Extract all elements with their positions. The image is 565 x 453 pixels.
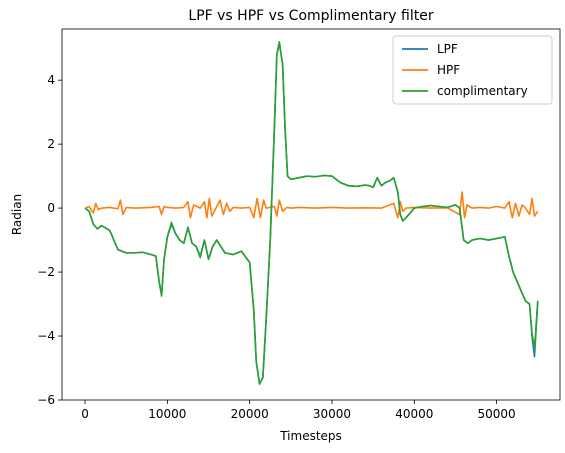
x-tick-label: 30000 <box>313 407 351 421</box>
y-tick-label: 4 <box>47 73 55 87</box>
y-tick-label: −2 <box>37 265 55 279</box>
legend-box <box>392 35 553 105</box>
chart-title: LPF vs HPF vs Complimentary filter <box>188 8 433 24</box>
x-axis-label: Timesteps <box>279 429 342 443</box>
x-tick-label: 20000 <box>231 407 269 421</box>
plot-frame <box>61 28 561 401</box>
y-tick-label: −6 <box>37 393 55 407</box>
y-tick-label: 2 <box>47 137 55 151</box>
series-line-3 <box>84 40 539 385</box>
x-tick-label: 10000 <box>148 407 186 421</box>
y-tick-label: −4 <box>37 329 55 343</box>
y-tick-label: 0 <box>47 201 55 215</box>
series-line-2 <box>84 191 539 219</box>
legend-entry: LPF <box>437 42 458 56</box>
legend: LPF HPF complimentary <box>392 35 553 105</box>
plot-lines <box>84 40 539 385</box>
y-axis: −6 −4 −2 0 2 4 <box>37 73 62 407</box>
legend-entry: complimentary <box>437 84 528 98</box>
x-axis: 0 10000 20000 30000 40000 50000 <box>81 400 516 421</box>
legend-entry: HPF <box>437 63 460 77</box>
y-axis-label: Radian <box>10 194 24 235</box>
x-tick-label: 0 <box>81 407 89 421</box>
x-tick-label: 40000 <box>395 407 433 421</box>
x-tick-label: 50000 <box>478 407 516 421</box>
